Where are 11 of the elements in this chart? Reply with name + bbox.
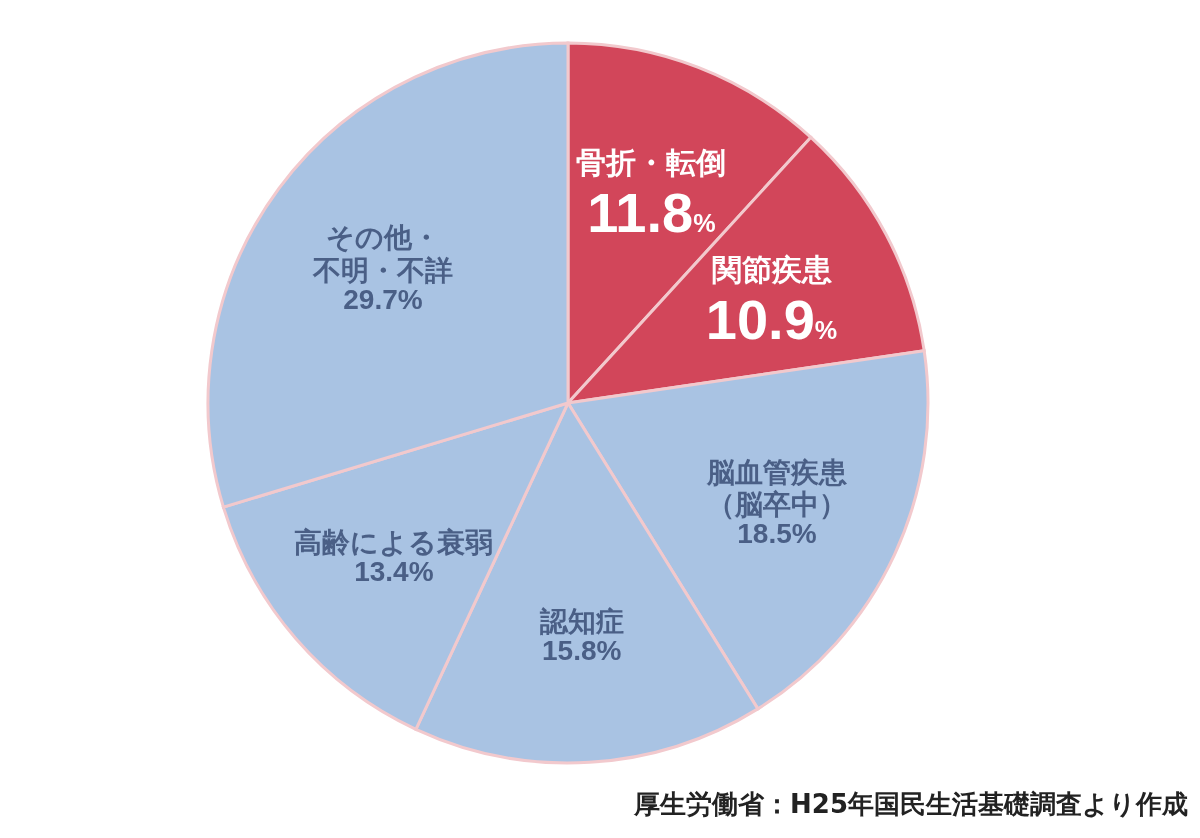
data-label: 11.8% bbox=[587, 180, 716, 244]
slice-label: 高齢による衰弱 bbox=[294, 525, 494, 559]
text: 厚生労働省：H25年国民生活基礎調査より作成 bbox=[633, 789, 1188, 819]
data-label: 29.7% bbox=[343, 284, 423, 316]
data-label: 10.9% bbox=[705, 287, 838, 351]
data-label: 13.4% bbox=[354, 556, 434, 588]
data-label: 15.8% bbox=[542, 635, 622, 667]
slice-label: その他・不明・不詳 bbox=[312, 221, 454, 287]
slice-label: 認知症 bbox=[538, 604, 624, 638]
slice-label: 関節疾患 bbox=[711, 251, 832, 287]
slice-label: 骨折・転倒 bbox=[576, 144, 727, 180]
